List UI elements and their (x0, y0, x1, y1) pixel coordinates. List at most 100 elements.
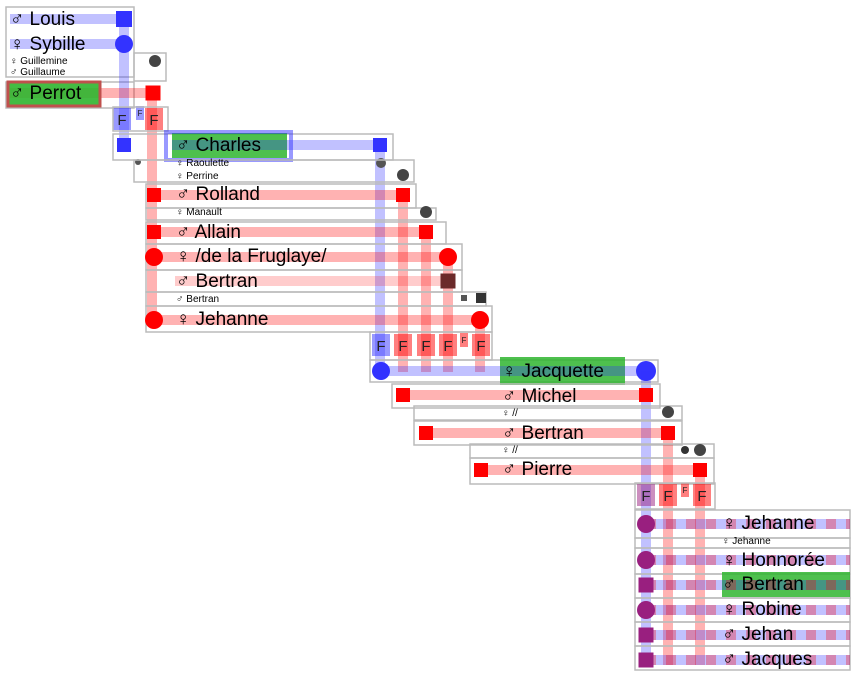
person-jehanne2[interactable]: ♀ Jehanne (722, 513, 814, 535)
person-name: Sybille (24, 34, 86, 55)
charles-father-node (117, 138, 131, 152)
person-raoulette[interactable]: ♀ Raoulette (176, 158, 229, 169)
female-symbol-icon: ♀ (176, 158, 184, 169)
highlight-box (722, 572, 850, 597)
small-node (476, 293, 486, 303)
family-frame (112, 106, 169, 132)
person-jacquette[interactable]: ♀ Jacquette (502, 361, 604, 383)
male-symbol-icon: ♂ (10, 67, 18, 78)
family-frame (5, 6, 135, 78)
person-bertran3[interactable]: ♂ Bertran (502, 423, 584, 445)
rolland-node (147, 188, 161, 202)
person-perrot[interactable]: ♂ Perrot (10, 83, 81, 105)
person-jehan[interactable]: ♂ Jehan (722, 624, 793, 646)
person-bertran1[interactable]: ♂ Bertran (176, 271, 258, 293)
male-symbol-icon: ♂ (176, 222, 191, 243)
family-frame (133, 159, 415, 183)
person-sybille[interactable]: ♀ Sybille (10, 34, 86, 56)
family-label: F (641, 488, 650, 505)
person-name: Jacques (736, 649, 813, 670)
person-louis[interactable]: ♂ Louis (10, 9, 75, 31)
pierre-left-node (474, 463, 488, 477)
person-guillemine[interactable]: ♀ Guillemine (10, 56, 68, 67)
jehanne-node (145, 311, 163, 329)
allain-right-node (419, 225, 433, 239)
jacquette-node (636, 361, 656, 381)
person-robine[interactable]: ♀ Robine (722, 599, 802, 621)
person-name: Raoulette (183, 158, 230, 169)
female-symbol-icon: ♀ (722, 550, 737, 571)
family-box (394, 334, 412, 356)
person-pierre[interactable]: ♂ Pierre (502, 459, 572, 481)
person-michel[interactable]: ♂ Michel (502, 386, 576, 408)
bertran-node (440, 273, 456, 289)
family-label: F (398, 338, 407, 355)
female-symbol-icon: ♀ (176, 246, 191, 267)
female-symbol-icon: ♀ (10, 34, 25, 55)
person-name: Jehanne (736, 513, 815, 534)
highlight-box (172, 133, 287, 158)
family-label: F (421, 338, 430, 355)
louis-node (116, 11, 132, 27)
family-frame (469, 457, 715, 485)
family-frame (413, 420, 683, 446)
person-jacques[interactable]: ♂ Jacques (722, 649, 812, 671)
fruglaye-node (145, 248, 163, 266)
male-symbol-icon: ♂ (502, 386, 517, 407)
person-unk2[interactable]: ♀ // (502, 445, 518, 456)
family-box (145, 108, 163, 130)
unk2-node (694, 444, 706, 456)
family-label: F (697, 488, 706, 505)
female-symbol-icon: ♀ (10, 56, 18, 67)
person-jehanne1[interactable]: ♀ Jehanne (176, 309, 268, 331)
person-guillaume[interactable]: ♂ Guillaume (10, 67, 65, 78)
unk1-node (662, 406, 674, 418)
bertran3-node (661, 426, 675, 440)
child-node (637, 515, 655, 533)
person-jehanne3[interactable]: ♀ Jehanne (722, 536, 771, 547)
person-unk1[interactable]: ♀ // (502, 408, 518, 419)
male-symbol-icon: ♂ (10, 83, 25, 104)
person-name: Jehanne (190, 309, 269, 330)
person-manault[interactable]: ♀ Manault (176, 207, 222, 218)
female-symbol-icon: ♀ (722, 599, 737, 620)
person-fruglaye[interactable]: ♀ /de la Fruglaye/ (176, 246, 327, 268)
fruglaye-right-node (439, 248, 457, 266)
female-symbol-icon: ♀ (722, 513, 737, 534)
family-label: F (663, 488, 672, 505)
male-symbol-icon: ♂ (722, 574, 737, 595)
jacquette-left-node (372, 362, 390, 380)
person-name: Louis (24, 9, 75, 30)
family-box (417, 334, 435, 356)
person-charles[interactable]: ♂ Charles (176, 135, 261, 157)
person-honnoree[interactable]: ♀ Honnorée (722, 550, 825, 572)
male-symbol-icon: ♂ (176, 294, 184, 305)
person-bertran4[interactable]: ♂ Bertran (722, 574, 804, 596)
family-box (472, 334, 490, 356)
highlight-box (500, 357, 625, 385)
perrine-node (397, 169, 409, 181)
person-name: Perrot (24, 83, 82, 104)
person-perrine[interactable]: ♀ Perrine (176, 171, 219, 182)
person-name: Guillaume (17, 67, 66, 78)
family-box (113, 108, 131, 130)
family-label: F (476, 338, 485, 355)
michel-node (639, 388, 653, 402)
jehanne-right-node (471, 311, 489, 329)
family-frame (413, 405, 683, 421)
bertran3-left-node (419, 426, 433, 440)
family-box (439, 334, 457, 356)
female-symbol-icon: ♀ (176, 207, 184, 218)
person-name: Pierre (516, 459, 573, 480)
child-node (637, 601, 655, 619)
person-name: Bertran (183, 294, 220, 305)
person-name: Honnorée (736, 550, 825, 571)
allain-node (147, 225, 161, 239)
person-bertran2[interactable]: ♂ Bertran (176, 294, 219, 305)
male-symbol-icon: ♂ (502, 459, 517, 480)
person-name: Robine (736, 599, 802, 620)
person-allain[interactable]: ♂ Allain (176, 222, 241, 244)
family-frame (391, 383, 661, 409)
person-rolland[interactable]: ♂ Rolland (176, 184, 260, 206)
